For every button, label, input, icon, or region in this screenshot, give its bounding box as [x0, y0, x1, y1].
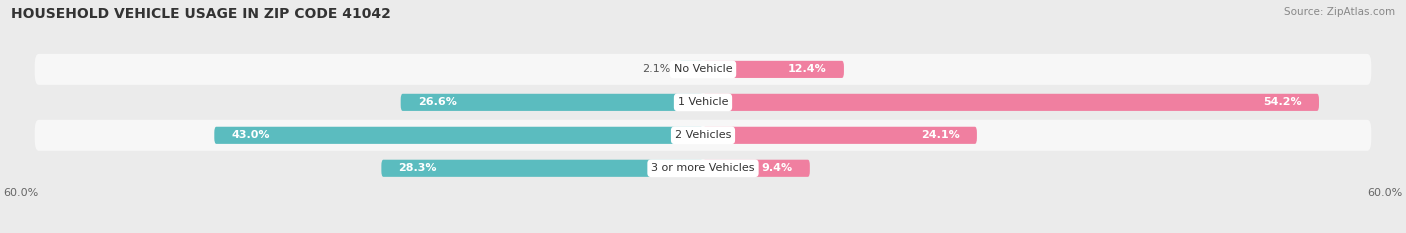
FancyBboxPatch shape [35, 153, 1371, 184]
Text: 26.6%: 26.6% [418, 97, 457, 107]
FancyBboxPatch shape [35, 54, 1371, 85]
Text: 24.1%: 24.1% [921, 130, 960, 140]
Text: 43.0%: 43.0% [232, 130, 270, 140]
Text: 28.3%: 28.3% [398, 163, 437, 173]
FancyBboxPatch shape [381, 160, 703, 177]
Text: 12.4%: 12.4% [789, 64, 827, 74]
FancyBboxPatch shape [703, 94, 1319, 111]
FancyBboxPatch shape [703, 61, 844, 78]
Text: 2.1%: 2.1% [641, 64, 671, 74]
Text: HOUSEHOLD VEHICLE USAGE IN ZIP CODE 41042: HOUSEHOLD VEHICLE USAGE IN ZIP CODE 4104… [11, 7, 391, 21]
FancyBboxPatch shape [35, 120, 1371, 151]
Text: 9.4%: 9.4% [762, 163, 793, 173]
FancyBboxPatch shape [703, 127, 977, 144]
Text: 54.2%: 54.2% [1264, 97, 1302, 107]
Text: Source: ZipAtlas.com: Source: ZipAtlas.com [1284, 7, 1395, 17]
Text: 2 Vehicles: 2 Vehicles [675, 130, 731, 140]
FancyBboxPatch shape [703, 160, 810, 177]
FancyBboxPatch shape [214, 127, 703, 144]
Text: 3 or more Vehicles: 3 or more Vehicles [651, 163, 755, 173]
FancyBboxPatch shape [401, 94, 703, 111]
Text: No Vehicle: No Vehicle [673, 64, 733, 74]
FancyBboxPatch shape [679, 61, 703, 78]
FancyBboxPatch shape [35, 87, 1371, 118]
Text: 1 Vehicle: 1 Vehicle [678, 97, 728, 107]
